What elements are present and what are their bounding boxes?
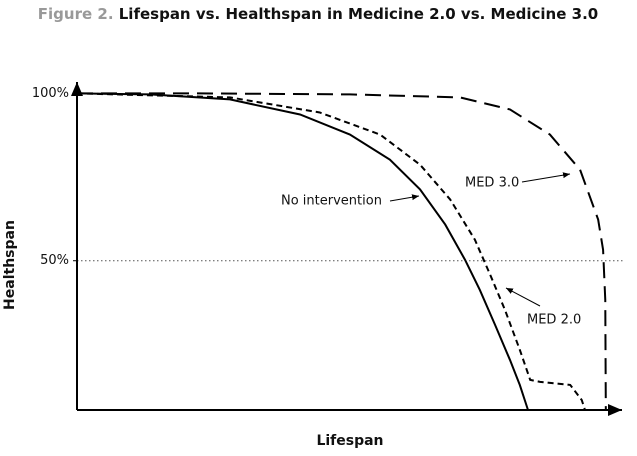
- annotation-arrow: [521, 172, 571, 183]
- series-line: [76, 92, 529, 411]
- y-tick-label: 100%: [32, 86, 69, 101]
- y-tick-label: 50%: [40, 253, 69, 268]
- series-label: MED 3.0: [465, 176, 519, 191]
- chart-title: Figure 2. Lifespan vs. Healthspan in Med…: [38, 5, 598, 23]
- figure-label: Figure 2.: [38, 5, 114, 23]
- y-axis-label: Healthspan: [2, 220, 18, 310]
- title-text: Lifespan vs. Healthspan in Medicine 2.0 …: [119, 5, 598, 23]
- annotation-arrow: [389, 194, 420, 202]
- series-label: No intervention: [281, 194, 382, 209]
- series-line: [77, 92, 607, 411]
- series-label: MED 2.0: [527, 313, 581, 328]
- annotation-arrow: [505, 287, 541, 307]
- x-axis-label: Lifespan: [316, 433, 383, 449]
- series-line: [76, 92, 586, 411]
